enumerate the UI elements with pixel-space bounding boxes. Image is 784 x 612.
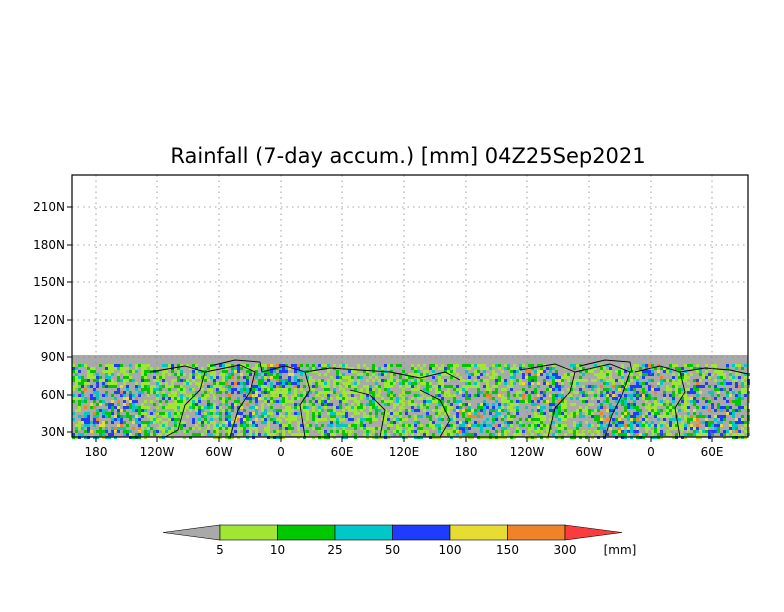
colorbar-segment-6 <box>507 524 566 541</box>
lat-label-1: 180N <box>33 238 65 252</box>
lat-label-3: 120N <box>33 313 65 327</box>
colorbar-label-2: 25 <box>327 543 342 557</box>
lat-label-6: 30N <box>41 425 65 439</box>
colorbar-label-5: 150 <box>496 543 519 557</box>
latitude-labels: 210N 180N 150N 120N 90N 60N 30N <box>33 200 72 439</box>
lon-label-5: 120E <box>389 445 420 459</box>
colorbar: 5 10 25 50 100 150 300 [mm] <box>162 524 637 557</box>
colorbar-segment-4 <box>392 524 451 541</box>
lat-label-4: 90N <box>41 350 65 364</box>
lon-label-10: 60E <box>701 445 724 459</box>
colorbar-segment-1 <box>219 524 278 541</box>
colorbar-segment-2 <box>277 524 336 541</box>
colorbar-label-6: 300 <box>554 543 577 557</box>
colorbar-high-arrow <box>564 524 623 541</box>
lon-label-3: 0 <box>277 445 285 459</box>
colorbar-low-arrow <box>162 524 221 541</box>
colorbar-label-0: 5 <box>216 543 224 557</box>
lon-label-0: 180 <box>85 445 108 459</box>
lon-label-9: 0 <box>647 445 655 459</box>
longitude-labels: 180 120W 60W 0 60E 120E 180 120W 60W 0 60E <box>85 437 724 459</box>
lat-label-2: 150N <box>33 275 65 289</box>
colorbar-unit: [mm] <box>604 543 637 557</box>
colorbar-label-4: 100 <box>439 543 462 557</box>
colorbar-label-3: 50 <box>385 543 400 557</box>
lon-label-8: 60W <box>575 445 602 459</box>
lon-label-1: 120W <box>140 445 175 459</box>
colorbar-segment-3 <box>334 524 393 541</box>
lon-label-7: 120W <box>510 445 545 459</box>
lon-label-2: 60W <box>205 445 232 459</box>
lon-label-6: 180 <box>455 445 478 459</box>
lon-label-4: 60E <box>331 445 354 459</box>
map-frame <box>71 174 749 438</box>
lat-label-5: 60N <box>41 388 65 402</box>
map-title: Rainfall (7-day accum.) [mm] 04Z25Sep202… <box>170 144 645 168</box>
lat-label-0: 210N <box>33 200 65 214</box>
map-plot-area <box>71 174 750 439</box>
colorbar-label-1: 10 <box>270 543 285 557</box>
colorbar-segment-5 <box>449 524 508 541</box>
